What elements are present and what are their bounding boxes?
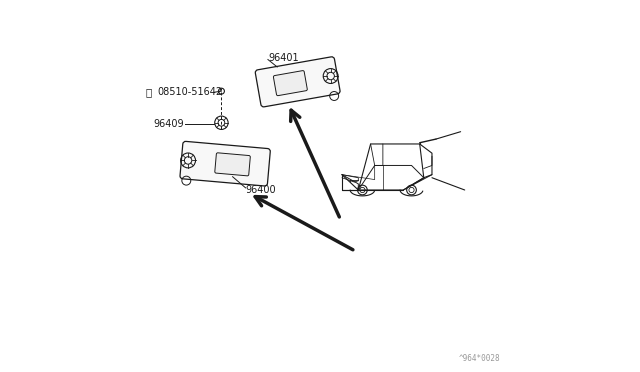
FancyBboxPatch shape: [273, 71, 307, 96]
Text: 96400: 96400: [246, 185, 276, 195]
Text: Ⓢ: Ⓢ: [146, 87, 152, 97]
FancyBboxPatch shape: [180, 141, 270, 186]
FancyBboxPatch shape: [255, 57, 340, 107]
Text: 96409: 96409: [154, 119, 184, 128]
FancyBboxPatch shape: [215, 153, 250, 176]
Text: 08510-51642: 08510-51642: [157, 87, 222, 97]
Text: 96401: 96401: [268, 53, 298, 62]
Text: ^964*0028: ^964*0028: [459, 354, 500, 363]
